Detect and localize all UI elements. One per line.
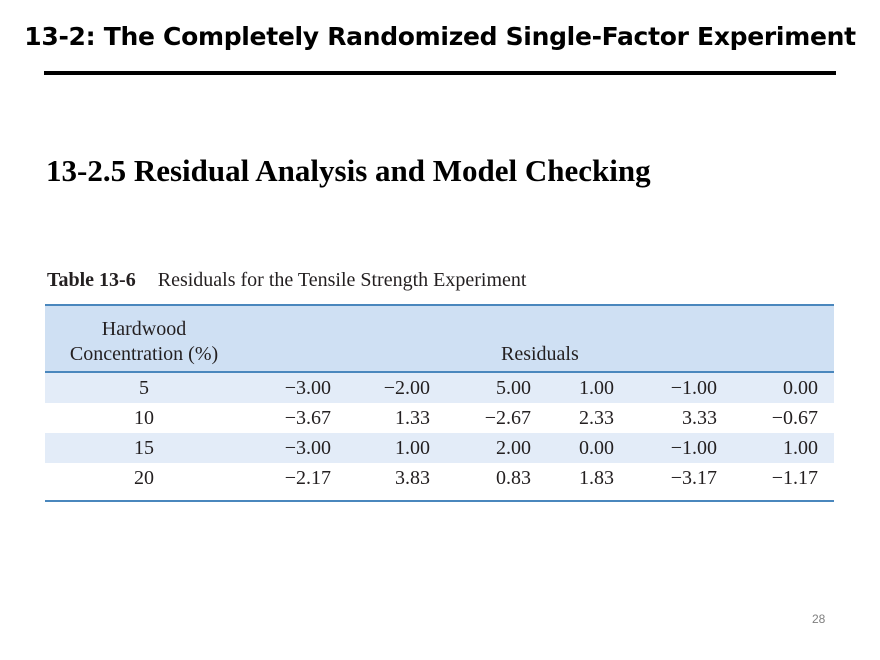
residual-cell: 3.33: [682, 407, 717, 429]
residual-cell: −3.67: [284, 407, 331, 429]
table-header-rule: [45, 371, 834, 373]
section-heading: 13-2.5 Residual Analysis and Model Check…: [46, 153, 651, 188]
residual-cell: −3.00: [284, 377, 331, 399]
column-header-residuals: Residuals: [501, 343, 579, 365]
table-row: 20 −2.17 3.83 0.83 1.83 −3.17 −1.17: [45, 463, 834, 493]
residual-cell: 1.00: [579, 377, 614, 399]
residual-cell: 1.00: [395, 437, 430, 459]
residual-cell: −2.67: [484, 407, 531, 429]
residual-cell: −3.17: [670, 467, 717, 489]
table-caption-text: Residuals for the Tensile Strength Exper…: [157, 269, 527, 291]
residual-cell: 5.00: [496, 377, 531, 399]
table-top-rule: [45, 304, 834, 306]
residual-cell: 2.33: [579, 407, 614, 429]
table-header: Hardwood Concentration (%) Residuals: [45, 306, 834, 371]
concentration-cell: 10: [134, 407, 154, 429]
table-caption: Table 13-6 Residuals for the Tensile Stre…: [47, 269, 526, 292]
table-caption-number: Table 13-6: [47, 269, 136, 291]
column-header-concentration: Hardwood Concentration (%): [45, 317, 243, 367]
residual-cell: −0.67: [771, 407, 818, 429]
residual-cell: 1.00: [783, 437, 818, 459]
residual-cell: 2.00: [496, 437, 531, 459]
residual-cell: 0.83: [496, 467, 531, 489]
table-row: 5 −3.00 −2.00 5.00 1.00 −1.00 0.00: [45, 373, 834, 403]
residual-cell: −1.00: [670, 377, 717, 399]
column-header-concentration-line1: Hardwood: [101, 318, 187, 340]
table-bottom-rule: [45, 500, 834, 502]
residual-cell: −3.00: [284, 437, 331, 459]
table-row: 10 −3.67 1.33 −2.67 2.33 3.33 −0.67: [45, 403, 834, 433]
residual-cell: −2.00: [383, 377, 430, 399]
residual-cell: −1.00: [670, 437, 717, 459]
residual-cell: 3.83: [395, 467, 430, 489]
title-underline: [44, 71, 836, 75]
residual-cell: 0.00: [579, 437, 614, 459]
residuals-table: Hardwood Concentration (%) Residuals 5 −…: [45, 304, 834, 502]
residual-cell: −2.17: [284, 467, 331, 489]
table-row: 15 −3.00 1.00 2.00 0.00 −1.00 1.00: [45, 433, 834, 463]
slide-title: 13-2: The Completely Randomized Single-F…: [24, 22, 856, 51]
page-number: 28: [812, 612, 826, 626]
residual-cell: 1.33: [395, 407, 430, 429]
concentration-cell: 5: [139, 377, 149, 399]
concentration-cell: 15: [134, 437, 154, 459]
concentration-cell: 20: [134, 467, 154, 489]
residual-cell: −1.17: [771, 467, 818, 489]
column-header-concentration-line2: Concentration (%): [69, 343, 219, 365]
residual-cell: 1.83: [579, 467, 614, 489]
residual-cell: 0.00: [783, 377, 818, 399]
